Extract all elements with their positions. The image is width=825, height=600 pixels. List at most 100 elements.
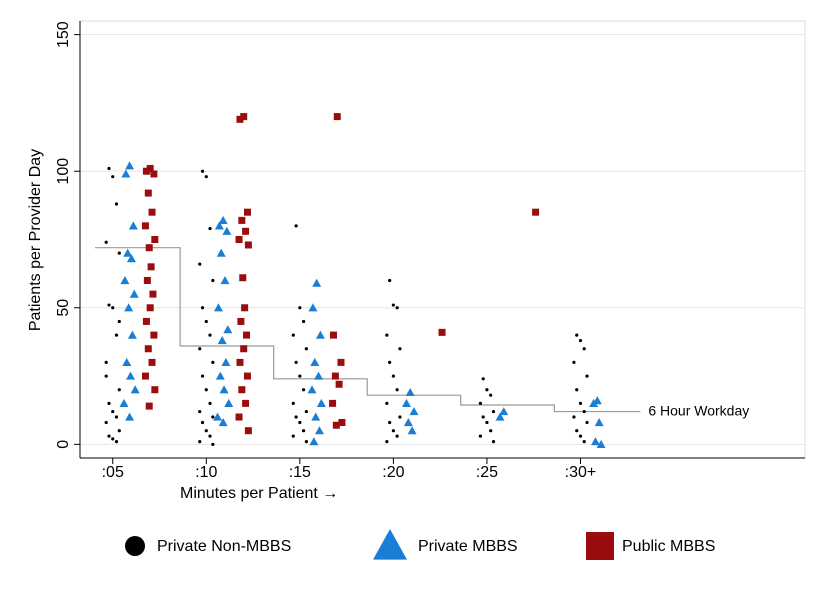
point: [215, 371, 225, 380]
point: [204, 429, 208, 433]
point: [403, 417, 413, 427]
point: [111, 175, 115, 179]
point: [485, 388, 489, 392]
point: [119, 398, 129, 407]
point: [117, 388, 121, 392]
point: [149, 290, 157, 298]
point: [120, 275, 130, 285]
point: [385, 333, 389, 337]
point: [142, 167, 150, 175]
point: [481, 377, 485, 381]
point: [301, 319, 306, 324]
point: [294, 415, 298, 419]
legend-label: Private MBBS: [418, 538, 518, 555]
point: [235, 413, 243, 421]
point: [117, 429, 121, 433]
point: [147, 263, 155, 271]
point: [481, 415, 485, 419]
legend-marker: [586, 532, 614, 560]
point: [388, 278, 392, 283]
point: [590, 437, 600, 446]
y-axis-title: Patients per Provider Day: [27, 149, 44, 331]
point: [578, 401, 583, 405]
point: [148, 208, 156, 216]
point: [219, 385, 229, 394]
point: [304, 347, 308, 351]
point: [216, 248, 226, 257]
point: [385, 401, 389, 405]
point: [211, 442, 215, 446]
point: [126, 254, 136, 263]
point: [104, 420, 108, 425]
point: [478, 434, 482, 438]
point: [572, 360, 576, 365]
point: [126, 371, 136, 380]
point: [409, 407, 419, 416]
point: [125, 412, 135, 421]
y-tick-label: 150: [55, 21, 72, 48]
point: [238, 216, 246, 224]
point: [582, 440, 586, 444]
point: [243, 331, 251, 339]
point: [438, 328, 446, 336]
x-tick-label: :25: [476, 464, 498, 481]
plot-area: [79, 20, 806, 459]
point: [304, 409, 308, 414]
point: [310, 357, 320, 367]
point: [240, 345, 248, 353]
point: [114, 333, 119, 337]
legend-marker: [125, 536, 145, 556]
point: [242, 399, 250, 407]
point: [213, 303, 223, 312]
legend-label: Public MBBS: [622, 538, 715, 555]
y-tick-label: 100: [55, 158, 72, 185]
x-tick-label: :10: [195, 464, 217, 481]
point: [572, 415, 576, 419]
point: [117, 319, 121, 324]
point: [124, 303, 134, 312]
point: [107, 166, 111, 171]
x-tick-label: :15: [289, 464, 311, 481]
point: [239, 274, 247, 282]
point: [398, 415, 402, 419]
point: [214, 221, 224, 230]
point: [596, 439, 606, 448]
point: [307, 385, 317, 394]
point: [125, 161, 135, 170]
point: [244, 427, 252, 435]
point: [151, 236, 159, 243]
point: [208, 434, 212, 438]
point: [294, 360, 298, 365]
point: [200, 420, 205, 425]
point: [208, 226, 212, 231]
point: [499, 407, 509, 416]
point: [485, 420, 489, 425]
point: [200, 169, 205, 173]
point: [213, 412, 223, 421]
point: [144, 345, 152, 353]
point: [291, 401, 295, 405]
point: [104, 240, 108, 244]
point: [222, 226, 232, 235]
point: [204, 319, 208, 324]
point: [150, 170, 158, 178]
point: [243, 372, 251, 380]
point: [298, 306, 302, 310]
point: [104, 360, 108, 365]
point: [114, 440, 119, 444]
point: [111, 437, 115, 441]
point: [582, 409, 586, 414]
x-axis-title: Minutes per Patient →: [180, 485, 338, 502]
point: [242, 227, 250, 235]
point: [200, 374, 205, 378]
point: [221, 357, 231, 367]
point: [391, 429, 395, 433]
point: [335, 380, 343, 388]
reference-line: [94, 247, 641, 413]
x-tick-label: :30+: [565, 464, 597, 481]
point: [127, 330, 137, 339]
point: [122, 357, 132, 367]
point: [589, 398, 599, 407]
point: [329, 399, 337, 407]
point: [291, 434, 295, 438]
